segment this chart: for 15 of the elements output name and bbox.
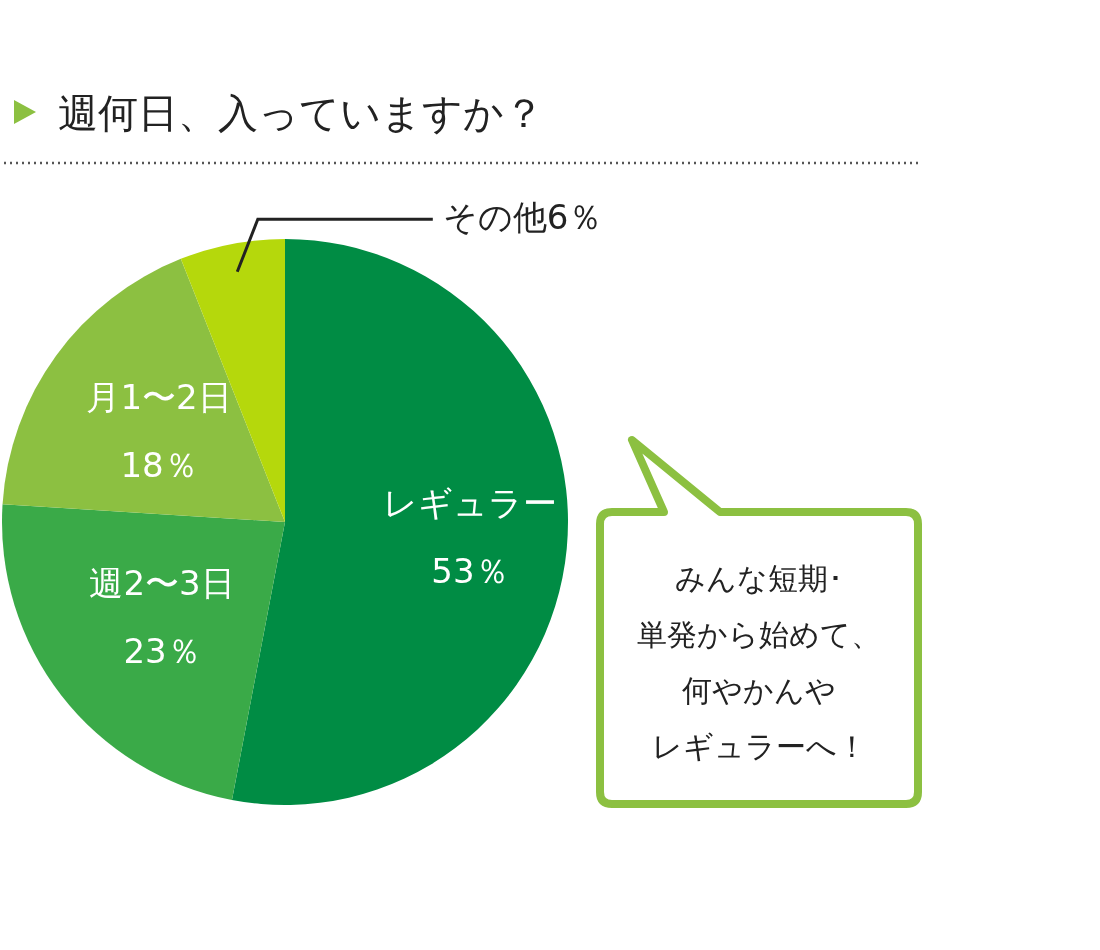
slice-label: 月1〜2日 xyxy=(86,376,232,417)
data-label: 18％ xyxy=(120,444,198,485)
chart-title: 週何日、入っていますか？ xyxy=(58,90,544,136)
data-label: 23％ xyxy=(123,631,201,672)
pie-slice xyxy=(2,258,285,522)
text: 何やかんや xyxy=(682,672,836,708)
text: みんな短期･ xyxy=(675,560,843,596)
pie-slice xyxy=(231,239,568,805)
pie-slice xyxy=(2,504,285,800)
slice-label: レギュラー xyxy=(382,482,557,523)
text: 単発から始めて、 xyxy=(637,616,881,652)
text: レギュラーへ！ xyxy=(651,728,867,764)
data-label: 53％ xyxy=(431,550,509,591)
slice-label: その他6％ xyxy=(442,197,603,238)
slice-label: 週2〜3日 xyxy=(89,563,235,604)
